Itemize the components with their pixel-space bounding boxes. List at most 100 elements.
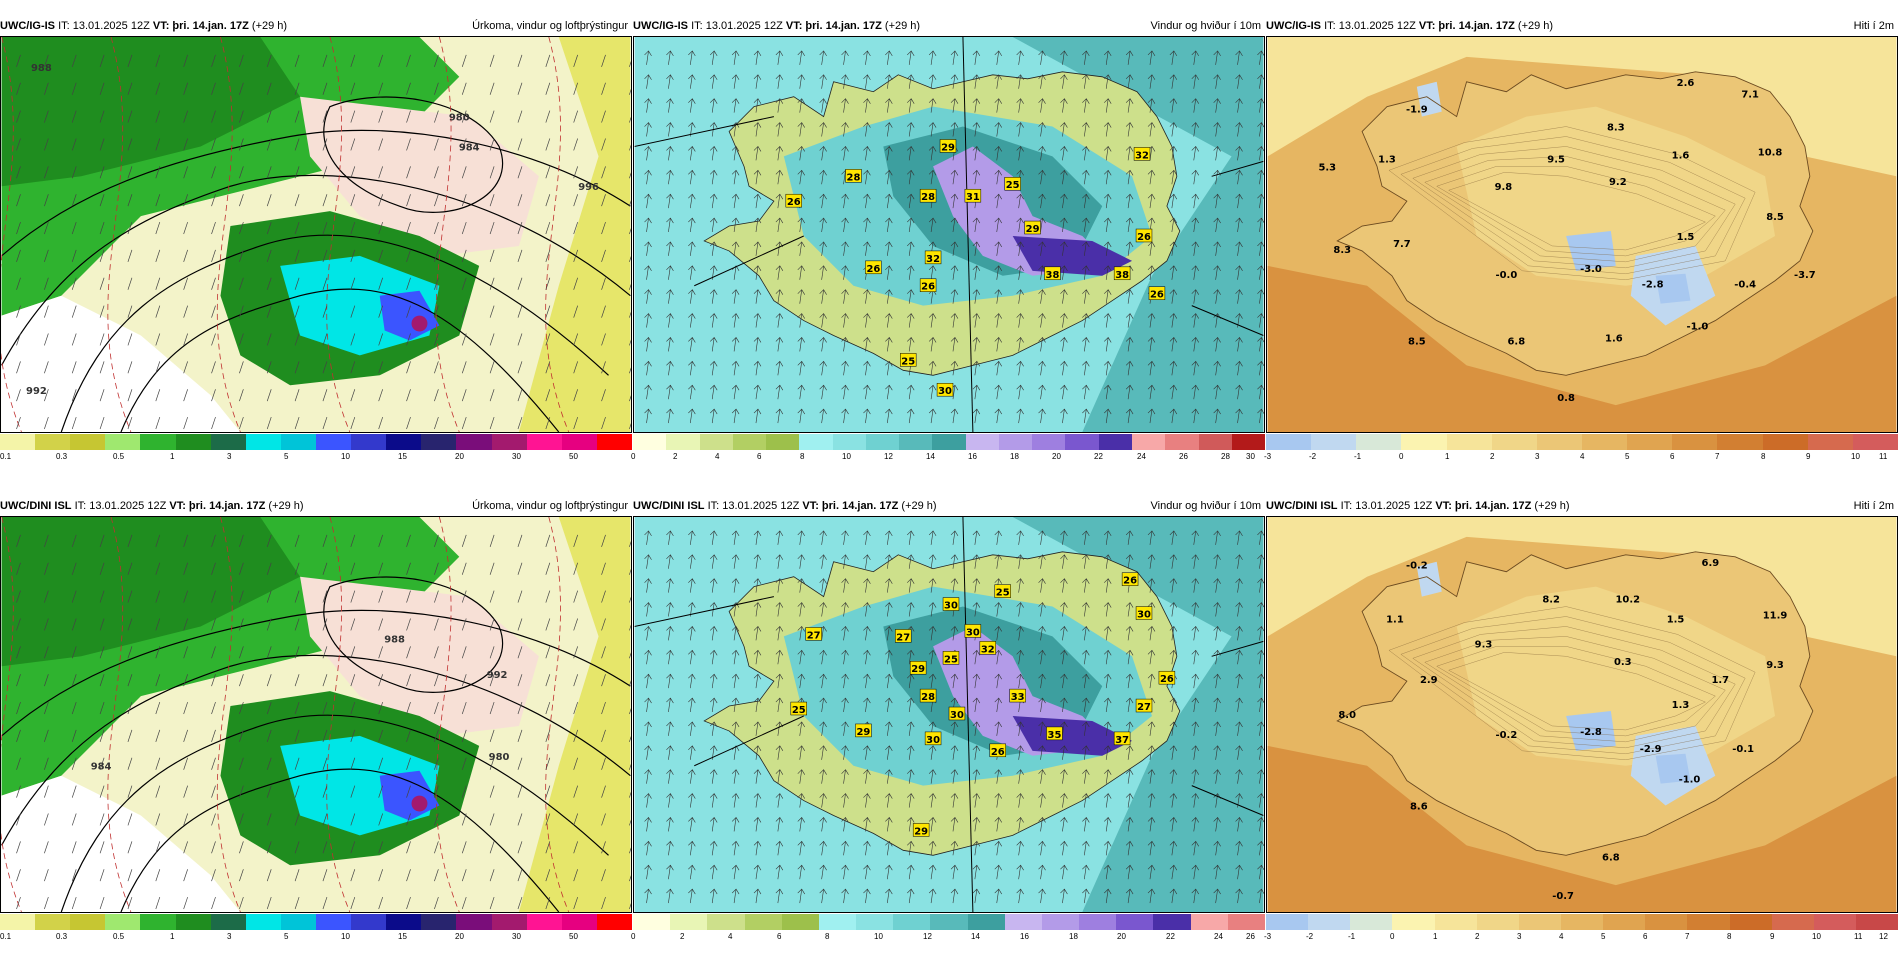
isobar-label: 992 bbox=[487, 670, 508, 681]
panel-header: UWC/IG-IS IT: 13.01.2025 12Z VT: þri. 14… bbox=[633, 17, 1265, 35]
svg-text:-0.2: -0.2 bbox=[1496, 730, 1518, 741]
colorbar-tick-label: 5 bbox=[1601, 932, 1606, 941]
gust-label: 25 bbox=[899, 353, 917, 367]
gust-label: 33 bbox=[1009, 688, 1026, 703]
forecast-map[interactable]: -0.2 6.9 8.2 10.2 1.1 1.5 11.9 9.3 0.3 2.9 1.7 9.3 1… bbox=[1266, 516, 1898, 913]
colorbar-tick-label: 20 bbox=[1052, 452, 1061, 461]
colorbar-tick-label: 9 bbox=[1806, 452, 1811, 461]
svg-text:9.5: 9.5 bbox=[1547, 154, 1565, 165]
forecast-offset: (+29 h) bbox=[268, 500, 304, 512]
forecast-map[interactable]: 29 28 26 28 31 25 32 32 29 26 26 26 38 38 26 25 30 bbox=[633, 36, 1265, 433]
forecast-panel-p1: UWC/IG-IS IT: 13.01.2025 12Z VT: þri. 14… bbox=[0, 17, 632, 477]
gust-label: 35 bbox=[1046, 726, 1063, 741]
colorbar-swatch bbox=[351, 914, 387, 930]
temperature-label: -0.4 bbox=[1734, 280, 1756, 291]
temperature-label: 1.3 bbox=[1672, 700, 1690, 711]
colorbar-tick-label: 8 bbox=[800, 452, 805, 461]
colorbar-swatch bbox=[1771, 914, 1814, 930]
forecast-map[interactable]: 988 992 980 984 996 bbox=[0, 36, 632, 433]
colorbar-tick-label: 0.3 bbox=[56, 452, 68, 461]
svg-text:25: 25 bbox=[1006, 180, 1020, 191]
svg-text:29: 29 bbox=[857, 727, 871, 738]
forecast-panel-p2: UWC/IG-IS IT: 13.01.2025 12Z VT: þri. 14… bbox=[631, 17, 1266, 477]
temperature-label: 9.8 bbox=[1495, 182, 1513, 193]
colorbar-swatch bbox=[1603, 914, 1646, 930]
colorbar-tick-label: 15 bbox=[398, 452, 407, 461]
svg-text:31: 31 bbox=[966, 192, 980, 203]
colorbar-tick-label: 8 bbox=[1761, 452, 1766, 461]
isobar-label: 992 bbox=[26, 386, 47, 397]
colorbar-swatch bbox=[35, 434, 71, 450]
colorbar-swatch bbox=[456, 434, 492, 450]
svg-text:26: 26 bbox=[1123, 576, 1137, 587]
colorbar-swatch bbox=[865, 434, 900, 450]
colorbar-tick-label: -3 bbox=[1264, 452, 1272, 461]
temperature-label: 8.0 bbox=[1338, 710, 1356, 721]
forecast-panel-p4: UWC/DINI ISL IT: 13.01.2025 12Z VT: þri.… bbox=[0, 497, 632, 957]
init-time: IT: 13.01.2025 12Z bbox=[1340, 500, 1433, 512]
colorbar-swatch bbox=[1079, 914, 1117, 930]
svg-text:996: 996 bbox=[578, 182, 599, 193]
colorbar-swatch bbox=[818, 914, 857, 930]
colorbar-tick-label: 24 bbox=[1214, 932, 1223, 941]
temperature-label: 8.3 bbox=[1333, 245, 1351, 256]
valid-time: þri. 14.jan. 17Z bbox=[1438, 20, 1515, 32]
svg-text:1.7: 1.7 bbox=[1711, 675, 1729, 686]
model-name: UWC/IG-IS bbox=[1266, 20, 1321, 32]
forecast-panel-p3: UWC/IG-IS IT: 13.01.2025 12Z VT: þri. 14… bbox=[1264, 17, 1898, 477]
temperature-label: 1.6 bbox=[1605, 333, 1623, 344]
svg-text:38: 38 bbox=[1115, 270, 1129, 281]
svg-text:27: 27 bbox=[896, 632, 910, 643]
svg-text:-2.8: -2.8 bbox=[1580, 727, 1602, 738]
colorbar-swatch bbox=[899, 434, 933, 450]
colorbar-tick-label: 30 bbox=[512, 452, 521, 461]
temperature-label: 8.3 bbox=[1607, 123, 1625, 134]
forecast-map[interactable]: 26 25 30 27 27 30 30 29 25 32 28 33 26 25 30 27 29 30 35 37… bbox=[633, 516, 1265, 913]
map-canvas: 26 25 30 27 27 30 30 29 25 32 28 33 26 25 30 27 29 30 35 37… bbox=[634, 517, 1264, 912]
gust-label: 26 bbox=[989, 743, 1006, 758]
svg-text:9.8: 9.8 bbox=[1495, 182, 1513, 193]
svg-text:10.8: 10.8 bbox=[1758, 147, 1783, 158]
valid-time-prefix: VT: bbox=[802, 500, 819, 512]
gust-label: 25 bbox=[994, 584, 1011, 599]
temperature-label: 9.3 bbox=[1475, 639, 1493, 650]
colorbar-tick-label: 10 bbox=[842, 452, 851, 461]
colorbar-tick-label: 15 bbox=[398, 932, 407, 941]
forecast-map[interactable]: 988 992 984 980 bbox=[0, 516, 632, 913]
colorbar-swatch bbox=[1227, 914, 1265, 930]
svg-text:-1.0: -1.0 bbox=[1679, 775, 1701, 786]
svg-text:-3.0: -3.0 bbox=[1580, 264, 1602, 275]
colorbar-tick-label: 0.5 bbox=[113, 452, 125, 461]
model-name: UWC/DINI ISL bbox=[1266, 500, 1338, 512]
map-canvas: 988 992 980 984 996 bbox=[1, 37, 631, 432]
temperature-label: 2.6 bbox=[1677, 78, 1695, 89]
svg-text:29: 29 bbox=[911, 664, 925, 675]
colorbar-swatch bbox=[799, 434, 833, 450]
temperature-label: 1.7 bbox=[1711, 675, 1729, 686]
svg-text:-2.9: -2.9 bbox=[1640, 744, 1662, 755]
forecast-offset: (+29 h) bbox=[1534, 500, 1570, 512]
svg-text:980: 980 bbox=[489, 752, 510, 763]
colorbar-tick-label: -1 bbox=[1348, 932, 1356, 941]
svg-text:30: 30 bbox=[950, 710, 964, 721]
colorbar-swatch bbox=[1131, 434, 1166, 450]
colorbar-swatch bbox=[1446, 434, 1492, 450]
colorbar-swatch bbox=[1717, 434, 1763, 450]
temperature-label: 9.5 bbox=[1547, 154, 1565, 165]
forecast-map[interactable]: 2.6 7.1 -1.9 8.3 5.3 1.3 9.5 1.6 10.8 9.8 9.2 8.5 7.… bbox=[1266, 36, 1898, 433]
svg-text:7.7: 7.7 bbox=[1393, 239, 1411, 250]
colorbar-tick-label: 20 bbox=[1117, 932, 1126, 941]
colorbar-swatch bbox=[386, 914, 422, 930]
colorbar-swatch bbox=[315, 914, 352, 930]
colorbar-tick-label: 4 bbox=[1580, 452, 1585, 461]
colorbar-swatch bbox=[1852, 434, 1898, 450]
colorbar-tick-label: 26 bbox=[1179, 452, 1188, 461]
colorbar-tick-label: 7 bbox=[1715, 452, 1720, 461]
colorbar-tick-label: 16 bbox=[968, 452, 977, 461]
colorbar-swatch bbox=[386, 434, 422, 450]
map-canvas: 29 28 26 28 31 25 32 32 29 26 26 26 38 38 26 25 30 bbox=[634, 37, 1264, 432]
colorbar-tick-label: 8 bbox=[825, 932, 830, 941]
temperature-label: 7.1 bbox=[1741, 90, 1759, 101]
colorbar-swatch bbox=[666, 434, 700, 450]
colorbar-swatch bbox=[998, 434, 1033, 450]
